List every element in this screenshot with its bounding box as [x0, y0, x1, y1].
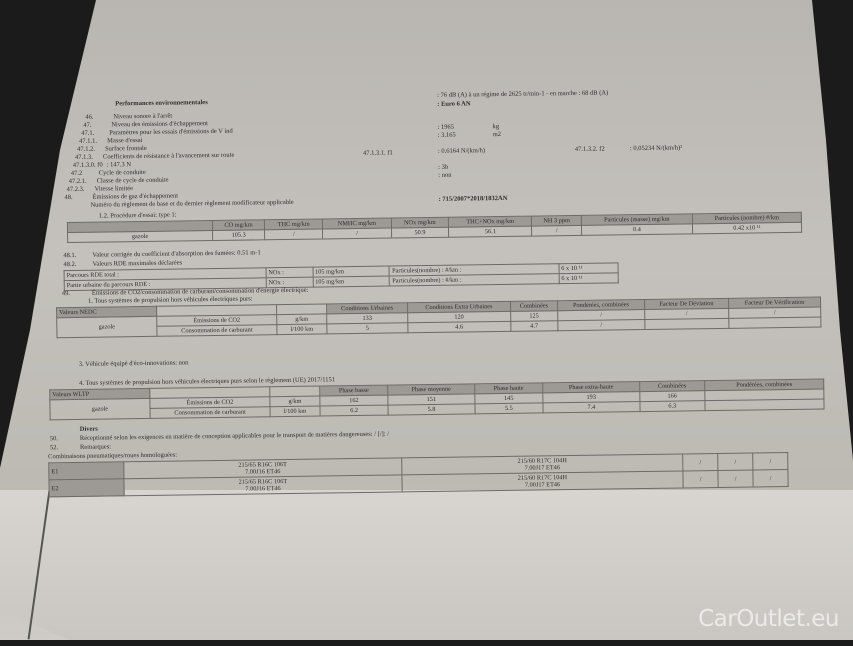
table-cell: / — [683, 470, 719, 488]
table-cell: 50.9 — [391, 227, 449, 239]
table-cell: NH 3 ppm — [531, 215, 582, 227]
table-cell: 215/65 R16C 106T 7.00J16 ET46 — [123, 474, 402, 496]
table-cell: 5.5 — [474, 402, 544, 414]
line-52: Remarques: — [79, 443, 112, 451]
line-value: : non — [438, 171, 452, 179]
line-label: Coefficients de résistance à l'avancemen… — [102, 151, 235, 161]
line-sub-number: 47.1.3.1. f1 — [362, 149, 393, 157]
type1-table: CO mg/km THC mg/km NMHC mg/km NOx mg/km THC+… — [67, 212, 802, 243]
table-cell: Consommation de carburant — [156, 324, 277, 337]
table-cell: / — [717, 453, 753, 471]
table-cell: 6 x 10 ¹¹ — [558, 272, 619, 284]
table-cell: 6.2 — [319, 405, 389, 417]
table-cell: Particules(nombre) : #/km : — [389, 273, 559, 287]
euro-class: : Euro 6 AN — [437, 100, 471, 108]
line-label: Numéro du règlement de base et du dernie… — [90, 198, 294, 209]
table-cell: g/km — [276, 313, 327, 325]
watermark-logo: CarOutlet.eu — [698, 606, 839, 632]
divers-title: Divers — [79, 425, 98, 433]
table-cell — [704, 399, 825, 411]
table-cell: 4.7 — [510, 320, 559, 332]
table-cell: NOx : — [265, 267, 313, 278]
table-cell: Combinées — [510, 300, 558, 312]
line-unit: kg — [492, 123, 500, 131]
line-value: : 1965 — [437, 123, 455, 131]
numbered-line: 47.1.3. Coefficients de résistance à l'av… — [75, 152, 234, 162]
eco-innovations: 3. Véhicule équipé d'éco-innovations: no… — [78, 359, 189, 368]
line-value: : 0.6164 N/(km/h) — [437, 147, 486, 155]
line-sub-number: 47.1.3.2. f2 — [574, 145, 605, 153]
line-52-num: 52. — [49, 444, 59, 452]
line-value: : 3b — [438, 163, 449, 171]
table-cell: g/km — [269, 396, 320, 407]
table-cell: 0.42 x10 ¹¹ — [692, 222, 802, 234]
table-cell: / — [682, 453, 718, 471]
table-cell: / — [752, 452, 788, 471]
table-cell: 215/60 R17C 104H 7.00J17 ET46 — [401, 470, 684, 492]
table-cell — [644, 318, 729, 330]
line-49-num: 49. — [61, 290, 71, 298]
line-number — [62, 202, 90, 210]
table-cell: 56.1 — [448, 226, 532, 238]
line-48-2-num: 48.2. — [63, 260, 77, 269]
table-cell: / — [752, 469, 789, 488]
folded-page — [0, 490, 853, 640]
line-50-num: 50. — [49, 435, 59, 443]
table-cell: 4.6 — [407, 321, 511, 333]
line-value: : 715/2007*2018/1832AN — [438, 194, 508, 203]
table-cell: gazole — [49, 398, 151, 420]
table-cell: Consommation de carburant — [149, 406, 271, 419]
table-cell: 5.8 — [388, 403, 475, 416]
table-cell: E1 — [48, 461, 124, 480]
numbered-line: 47.1. Paramètres pour les essais d'émissi… — [81, 128, 233, 138]
table-cell: 5 — [326, 322, 408, 334]
table-cell: / — [322, 228, 392, 239]
line-48-1: Valeur corrigée du coefficient d'absorpt… — [92, 249, 261, 259]
table-cell: 125 — [510, 310, 558, 322]
line-50: Réceptionné selon les exigences en matiè… — [79, 430, 390, 442]
table-cell: 6.3 — [639, 400, 705, 412]
noise-value: : 76 dB (A) à un régime de 2625 tr/min-1… — [437, 89, 609, 99]
table-cell: 0.4 — [581, 223, 693, 236]
table-cell: gazole — [56, 316, 157, 338]
table-cell: 105 mg/km — [312, 276, 390, 288]
table-cell: / — [717, 470, 754, 488]
table-cell: / — [557, 319, 645, 331]
line-label: Paramètres pour les essais d'émissions d… — [109, 127, 233, 137]
table-cell: l/100 km — [269, 406, 321, 417]
line-value: : 0.05234 N/(km/h)² — [629, 144, 683, 153]
table-cell: 7.4 — [542, 401, 640, 413]
table-cell: / — [264, 228, 324, 240]
line-48-2: Valeurs RDE maximales déclarées — [92, 259, 183, 268]
table-cell: / — [531, 225, 582, 237]
line-48-1-num: 48.1. — [63, 251, 77, 260]
line-unit: m2 — [492, 130, 502, 139]
table-cell: l/100 km — [276, 323, 327, 335]
section-title: Performances environnementales — [115, 99, 208, 108]
table-cell — [276, 303, 327, 315]
table-cell — [728, 317, 821, 329]
table-cell: gazole — [67, 230, 213, 243]
table-cell: E2 — [48, 478, 125, 497]
table-cell: 105.3 — [212, 229, 265, 241]
procedure-label: 1.2. Procédure d'essai: type 1: — [98, 211, 177, 220]
line-value: : 3.165 — [437, 131, 456, 139]
